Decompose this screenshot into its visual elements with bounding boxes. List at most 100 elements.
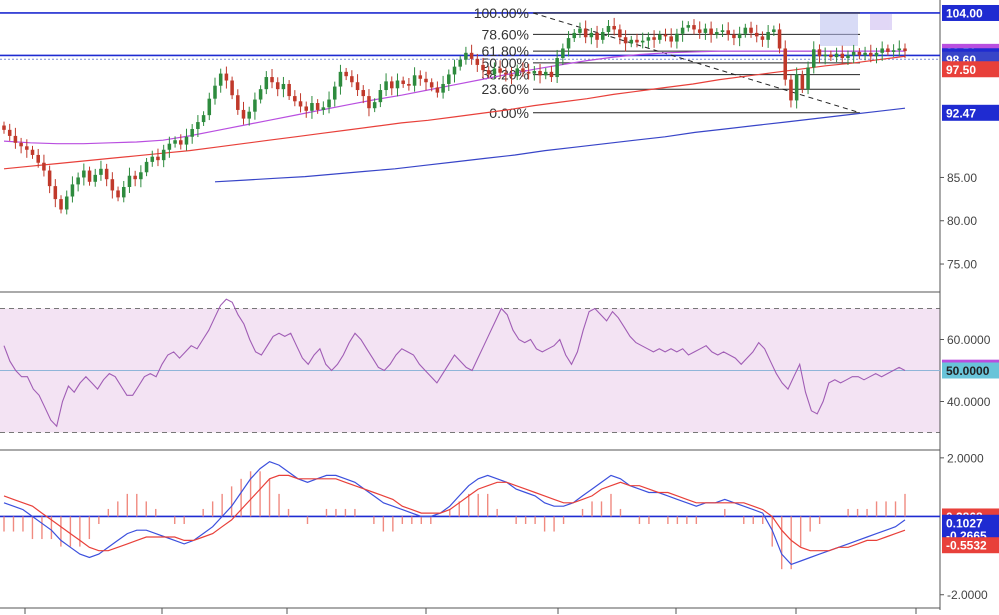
candle[interactable] (13, 127, 18, 149)
candle[interactable] (429, 78, 434, 92)
candle[interactable] (481, 57, 485, 79)
candle[interactable] (424, 71, 428, 91)
candle[interactable] (196, 115, 200, 138)
candle[interactable] (663, 28, 668, 42)
candle[interactable] (612, 17, 616, 36)
candle[interactable] (184, 128, 189, 151)
candle[interactable] (635, 33, 639, 48)
candle[interactable] (258, 85, 263, 104)
candle[interactable] (515, 64, 519, 81)
candle[interactable] (87, 166, 92, 186)
candle[interactable] (230, 76, 234, 100)
candle[interactable] (293, 90, 297, 107)
candle[interactable] (36, 148, 40, 168)
candle[interactable] (361, 85, 366, 104)
candle[interactable] (287, 80, 291, 100)
candle[interactable] (338, 64, 343, 95)
candle[interactable] (555, 49, 559, 84)
candle[interactable] (658, 30, 662, 44)
candle[interactable] (521, 62, 525, 77)
candle[interactable] (743, 23, 748, 38)
candle[interactable] (441, 75, 445, 99)
candle[interactable] (412, 67, 417, 92)
candle[interactable] (475, 53, 480, 72)
candle[interactable] (401, 76, 405, 88)
candle[interactable] (190, 124, 194, 144)
candle[interactable] (82, 163, 86, 186)
price-candles[interactable] (2, 17, 907, 215)
candle[interactable] (7, 123, 12, 141)
candle[interactable] (76, 172, 80, 192)
candle[interactable] (760, 31, 765, 47)
candle[interactable] (469, 44, 474, 65)
candle[interactable] (236, 89, 240, 115)
candle[interactable] (315, 99, 320, 114)
candle[interactable] (652, 30, 656, 48)
candle[interactable] (686, 21, 691, 32)
candle[interactable] (498, 60, 502, 79)
candle[interactable] (452, 59, 457, 83)
candle[interactable] (121, 181, 126, 203)
candle[interactable] (253, 92, 257, 120)
candle[interactable] (270, 68, 274, 89)
candle[interactable] (561, 43, 565, 66)
candle[interactable] (903, 43, 907, 59)
price-axis[interactable]: 85.0080.0075.00104.0099.5199.0098.6097.5… (940, 4, 999, 602)
candle[interactable] (800, 70, 805, 94)
candle[interactable] (218, 68, 223, 93)
price-badge[interactable] (942, 61, 999, 78)
candle[interactable] (281, 76, 286, 98)
candle[interactable] (25, 139, 29, 158)
candle[interactable] (93, 168, 98, 187)
candle[interactable] (486, 66, 491, 79)
candle[interactable] (709, 21, 713, 43)
candle[interactable] (726, 22, 730, 41)
candle[interactable] (806, 61, 810, 95)
candle[interactable] (104, 163, 109, 187)
candle[interactable] (19, 137, 23, 154)
candle[interactable] (332, 81, 337, 107)
time-axis[interactable] (24, 608, 917, 614)
candle[interactable] (834, 47, 839, 63)
candle[interactable] (355, 74, 360, 97)
candle[interactable] (167, 136, 172, 158)
candle[interactable] (532, 66, 537, 81)
candle[interactable] (2, 121, 6, 134)
candle[interactable] (891, 44, 896, 57)
candle[interactable] (133, 170, 137, 187)
candle[interactable] (42, 154, 46, 177)
candle[interactable] (829, 50, 833, 62)
candle[interactable] (817, 44, 822, 64)
candle[interactable] (846, 50, 850, 66)
candle[interactable] (390, 76, 394, 96)
candle[interactable] (264, 71, 269, 95)
candle[interactable] (378, 84, 383, 108)
candle[interactable] (857, 48, 862, 60)
candle[interactable] (549, 65, 554, 82)
candle[interactable] (595, 25, 599, 48)
candle[interactable] (669, 28, 673, 48)
candle[interactable] (589, 27, 594, 45)
candle[interactable] (794, 67, 799, 109)
candle[interactable] (367, 89, 371, 117)
candle[interactable] (395, 73, 400, 97)
candle[interactable] (350, 70, 354, 88)
candle[interactable] (150, 150, 155, 167)
candle[interactable] (578, 22, 582, 38)
price-badge[interactable] (942, 537, 999, 554)
candle[interactable] (30, 145, 35, 159)
price-badge[interactable] (942, 362, 999, 379)
candle[interactable] (869, 44, 873, 63)
candle[interactable] (144, 157, 149, 177)
candle[interactable] (823, 47, 827, 65)
price-badge[interactable] (942, 104, 999, 121)
candle[interactable] (344, 67, 348, 81)
candle[interactable] (692, 19, 696, 35)
candle[interactable] (53, 179, 58, 208)
price-badge[interactable] (942, 4, 999, 21)
candle[interactable] (435, 81, 440, 98)
candle[interactable] (874, 47, 879, 64)
candle[interactable] (64, 190, 69, 215)
candle[interactable] (715, 28, 719, 39)
